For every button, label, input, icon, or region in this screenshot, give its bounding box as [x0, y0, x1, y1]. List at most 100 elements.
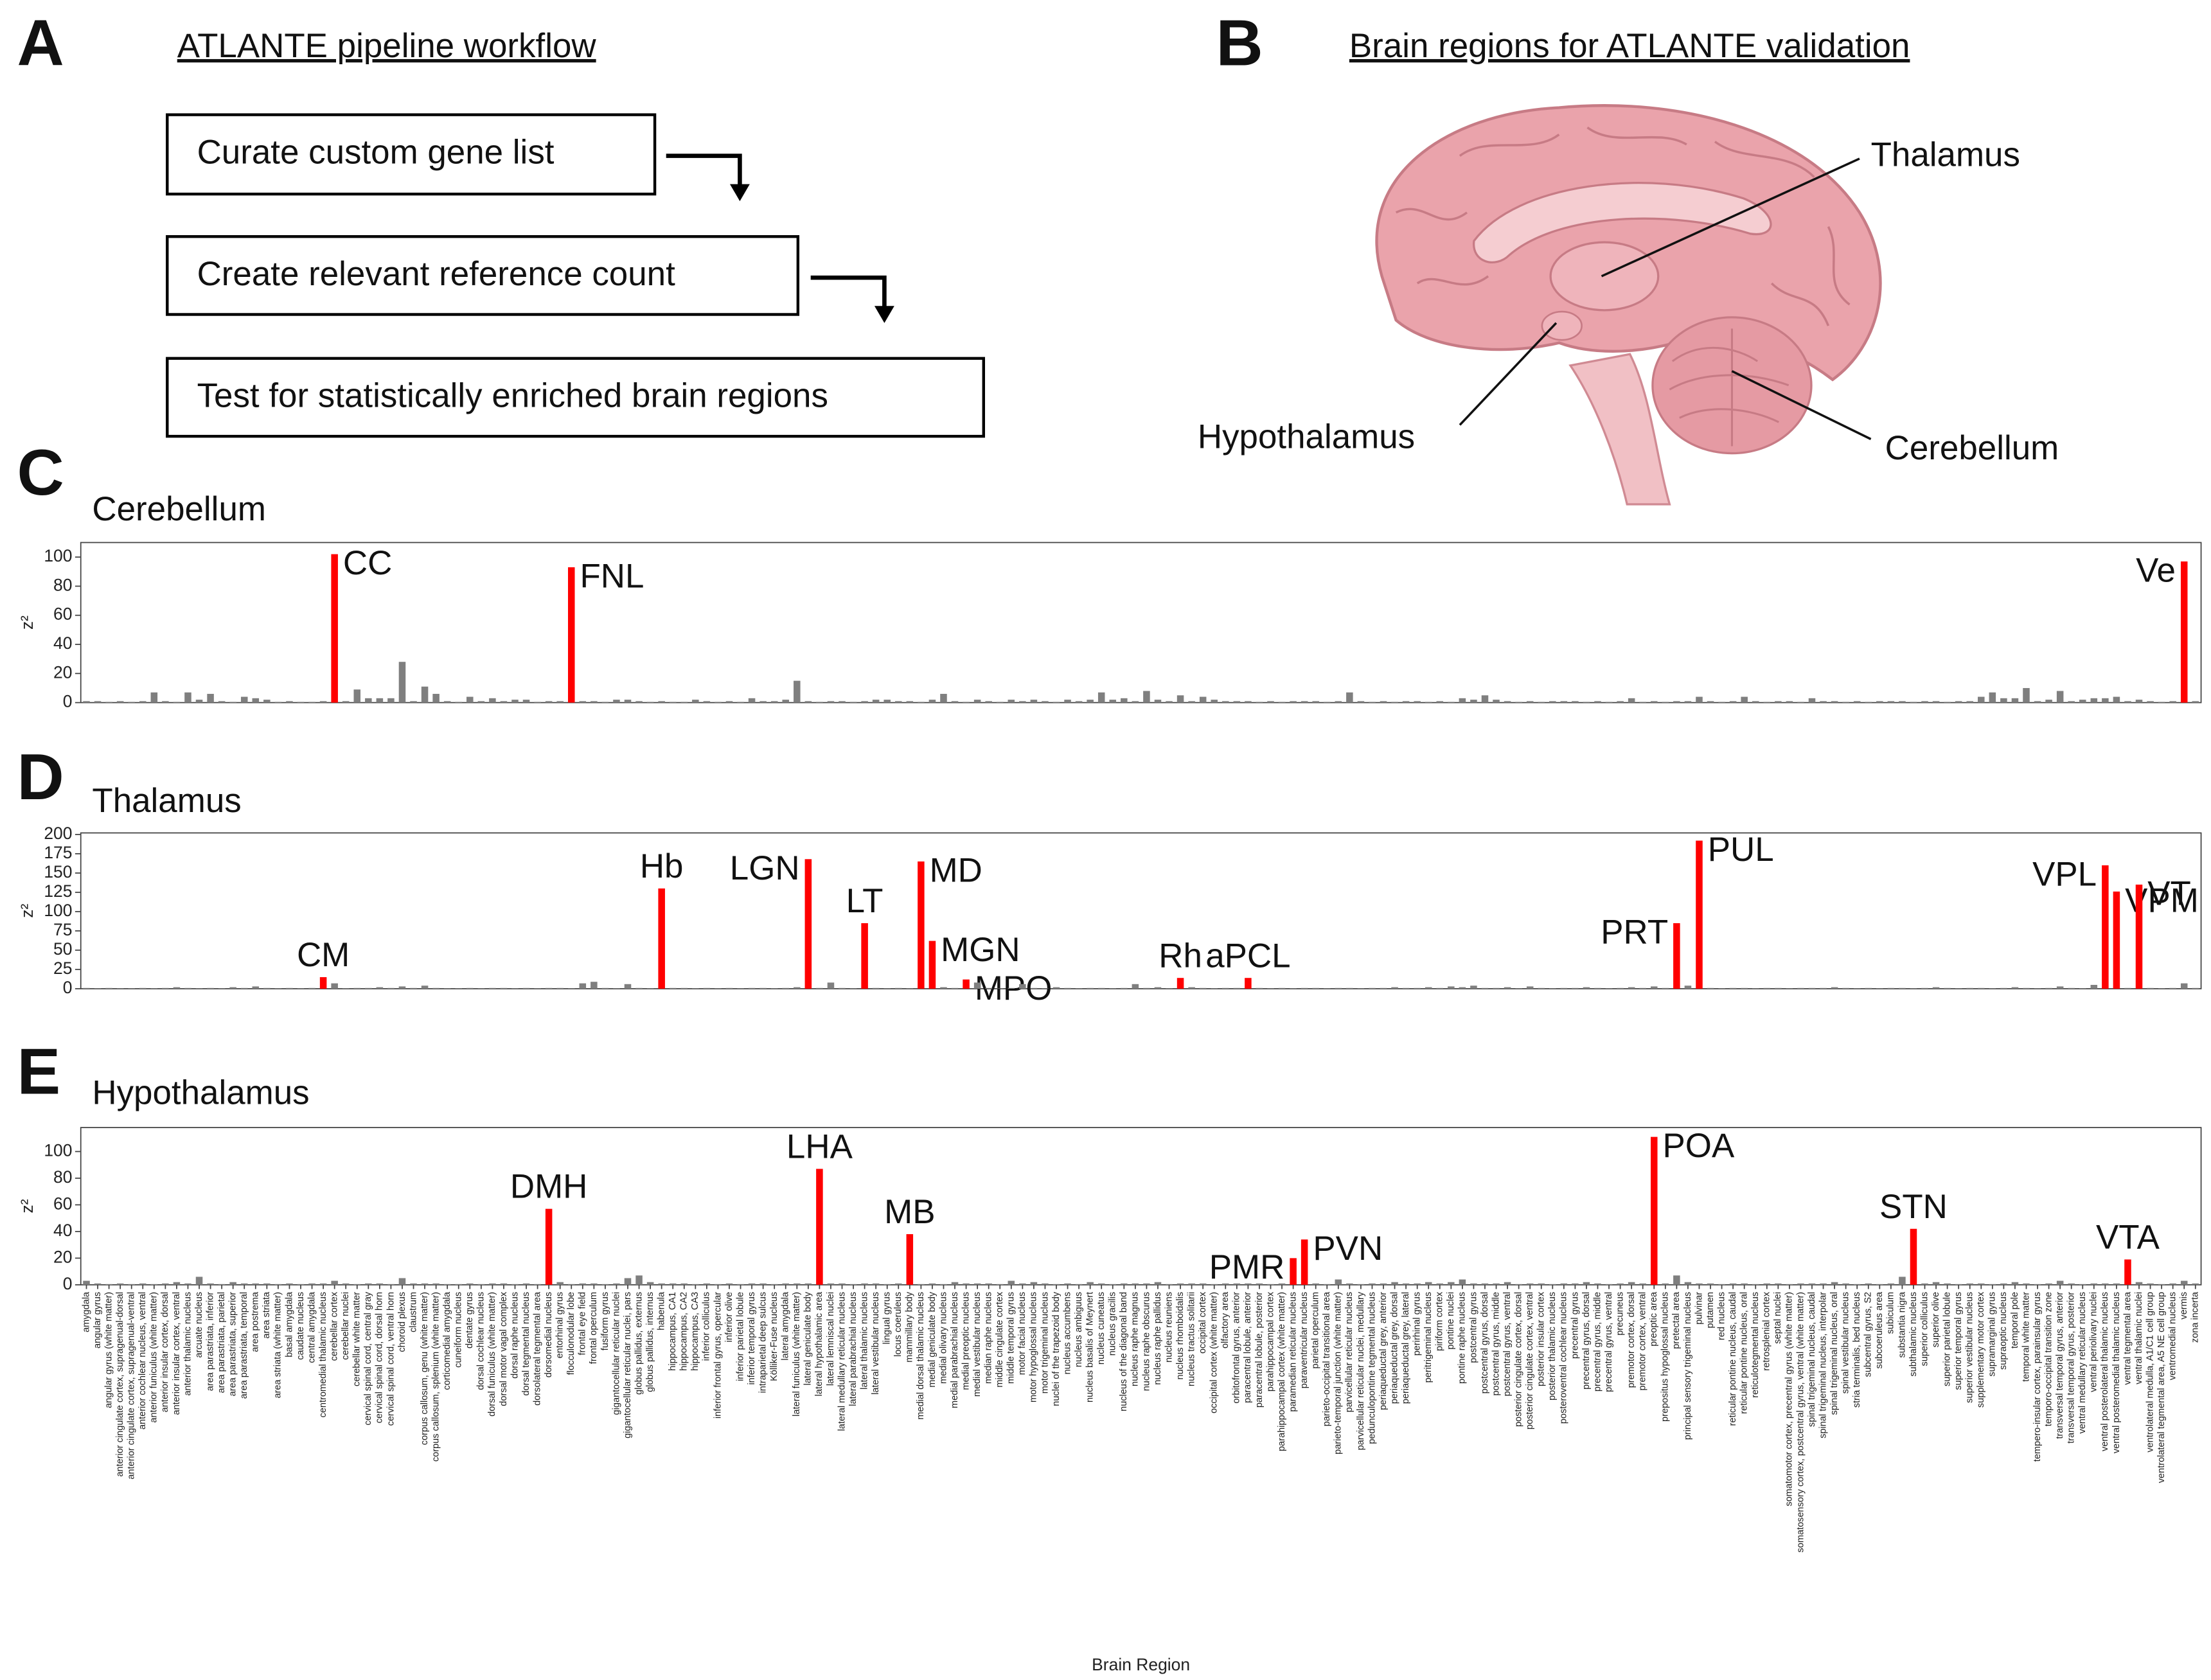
bar [1346, 987, 1353, 989]
bar [1245, 978, 1252, 989]
x-tick-label: vermis [2179, 1292, 2189, 1320]
bar-annotation: MD [930, 852, 982, 890]
bar [692, 1284, 699, 1285]
x-tick-label: entorhinal gyrus [555, 1292, 565, 1358]
bar [794, 1283, 801, 1285]
bar [827, 701, 835, 703]
bar [116, 988, 124, 989]
x-tick-label: inferior colliculus [702, 1292, 712, 1361]
bar [1290, 1258, 1297, 1285]
bar [590, 701, 598, 703]
bar [816, 1169, 823, 1285]
bar [579, 701, 587, 703]
bar [973, 1283, 981, 1285]
bar [1696, 696, 1703, 703]
bar [1617, 701, 1624, 703]
bar [906, 988, 914, 989]
x-tick-label: dorsal raphe nucleus [510, 1292, 520, 1379]
bar [770, 988, 778, 989]
bar [1718, 988, 1725, 989]
bar [1278, 987, 1286, 989]
bar [263, 700, 271, 703]
bar [1921, 701, 1928, 703]
bar [2113, 696, 2120, 703]
bar [2102, 698, 2109, 703]
bar [398, 662, 406, 703]
bar [466, 1283, 474, 1285]
bar [1853, 1284, 1861, 1285]
x-tick-label: globus pallidus, internus [645, 1292, 655, 1392]
leader-line [1459, 322, 1558, 426]
x-tick-label: stria terminalis, bed nucleus [1852, 1292, 1862, 1408]
bar [556, 1282, 564, 1285]
bar [1346, 1283, 1353, 1285]
bar [331, 554, 338, 703]
bar [590, 1283, 598, 1285]
bar [1312, 1283, 1319, 1285]
region-label: Cerebellum [1885, 429, 2059, 467]
bar [1662, 1283, 1669, 1285]
leader-line [1731, 370, 1872, 441]
x-tick-label: ventromedial nucleus [2168, 1292, 2178, 1380]
bar [770, 701, 778, 703]
x-tick-label: spinal trigeminal nucleus, caudal [1807, 1292, 1817, 1427]
bar [1154, 700, 1162, 703]
bar [658, 1283, 665, 1285]
x-tick-label: cerebellar cortex [329, 1291, 339, 1361]
bar [1391, 987, 1398, 989]
bar [2011, 987, 2019, 989]
x-tick-label: medial parabrachial nucleus [950, 1292, 960, 1408]
bar [1899, 987, 1906, 989]
step-label: Curate custom gene list [197, 133, 555, 171]
bar [1199, 1283, 1207, 1285]
bar [1448, 986, 1455, 989]
bar [2090, 698, 2098, 703]
bar [1335, 987, 1342, 989]
x-tick-label: nucleus rhomboidalis [1175, 1292, 1185, 1380]
bar [2113, 891, 2120, 989]
bar [872, 700, 880, 703]
x-tick-label: temporal pole [2010, 1292, 2020, 1348]
bar [1211, 700, 1218, 703]
x-tick-label: medial vestibular nucleus [972, 1292, 982, 1397]
bar [1775, 987, 1782, 989]
x-tick-label: nuclei of the trapezoid body [1051, 1291, 1061, 1406]
x-tick-label: occipital cortex [1198, 1291, 1208, 1354]
bar [669, 987, 677, 989]
bar [2079, 1284, 2086, 1285]
bar [1459, 987, 1466, 989]
x-tick-label: inferior parietal lobule [735, 1292, 745, 1381]
bar-annotation: Ve [2136, 552, 2176, 590]
x-tick-label: dentate gyrus [465, 1292, 475, 1348]
y-tick-label: 0 [63, 978, 73, 997]
bar [692, 700, 699, 703]
x-tick-label: ventral medullary reticular nucleus [2077, 1292, 2088, 1434]
x-tick-label: preoptic area [1649, 1291, 1659, 1347]
bar [2158, 988, 2165, 989]
bar [1256, 1283, 1263, 1285]
bar [432, 987, 440, 989]
bar [218, 701, 226, 703]
bar [816, 987, 823, 989]
bar [1132, 1283, 1139, 1285]
bar [1188, 701, 1195, 703]
x-tick-label: mammillary body [905, 1291, 915, 1363]
step-box [166, 235, 800, 316]
bar [2068, 701, 2075, 703]
bar [1673, 923, 1680, 989]
bar [1019, 701, 1026, 703]
bar [252, 1283, 260, 1285]
bar [1752, 1284, 1759, 1285]
bar [963, 979, 970, 989]
bar [195, 1277, 203, 1285]
bar [319, 701, 327, 703]
bar [455, 1284, 462, 1285]
bar [940, 1284, 947, 1285]
bar [387, 987, 395, 989]
bar [353, 987, 361, 989]
bar [184, 987, 191, 989]
x-tick-label: retrosplenial cortex [1762, 1291, 1772, 1371]
bar [1312, 701, 1319, 703]
bar [545, 701, 553, 703]
bar [1696, 1283, 1703, 1285]
